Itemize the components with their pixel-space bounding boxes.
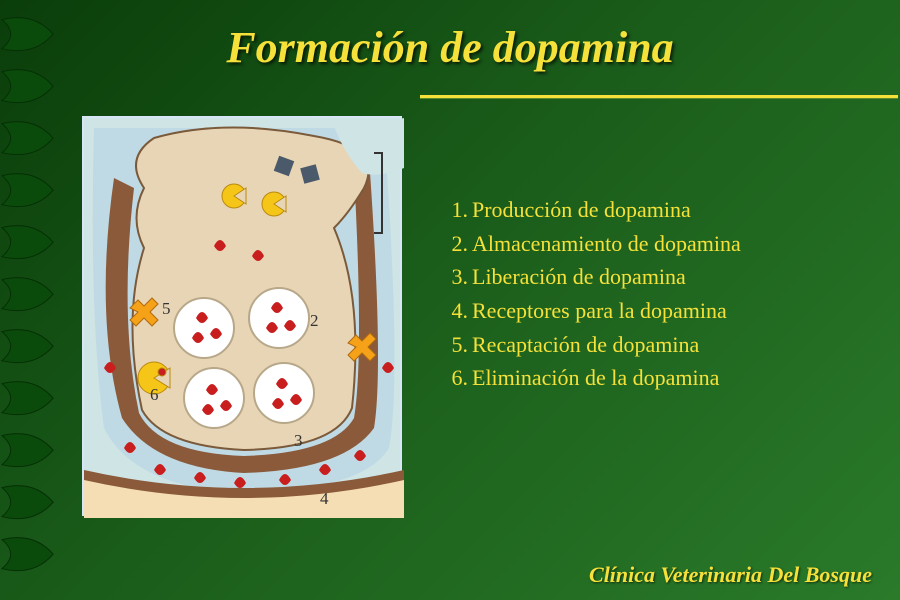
leaf-icon xyxy=(0,114,58,172)
list-text: Liberación de dopamina xyxy=(472,262,860,292)
leaf-icon xyxy=(0,530,58,588)
slide-title: Formación de dopamina xyxy=(0,22,900,73)
list-text: Receptores para la dopamina xyxy=(472,296,860,326)
list-item: 3. Liberación de dopamina xyxy=(440,262,860,292)
list-number: 6. xyxy=(440,363,472,393)
list-number: 5. xyxy=(440,330,472,360)
diagram-label-2: 2 xyxy=(310,311,319,330)
list-text: Almacenamiento de dopamina xyxy=(472,229,860,259)
legend-list: 1. Producción de dopamina 2. Almacenamie… xyxy=(440,195,860,397)
list-text: Recaptación de dopamina xyxy=(472,330,860,360)
leaf-icon xyxy=(0,322,58,380)
leaf-icon xyxy=(0,218,58,276)
list-item: 5. Recaptación de dopamina xyxy=(440,330,860,360)
diagram-label-3: 3 xyxy=(294,431,303,450)
diagram-label-4: 4 xyxy=(320,489,329,508)
footer-text: Clínica Veterinaria Del Bosque xyxy=(589,562,872,588)
leaf-icon xyxy=(0,166,58,224)
list-item: 1. Producción de dopamina xyxy=(440,195,860,225)
list-text: Producción de dopamina xyxy=(472,195,860,225)
list-item: 4. Receptores para la dopamina xyxy=(440,296,860,326)
list-number: 2. xyxy=(440,229,472,259)
list-number: 3. xyxy=(440,262,472,292)
leaf-icon xyxy=(0,426,58,484)
synapse-diagram: 2 3 4 5 6 xyxy=(82,116,402,516)
diagram-label-6: 6 xyxy=(150,385,159,404)
diagram-label-5: 5 xyxy=(162,299,171,318)
leaf-strip xyxy=(0,0,70,600)
list-number: 1. xyxy=(440,195,472,225)
title-divider xyxy=(420,95,898,99)
list-number: 4. xyxy=(440,296,472,326)
list-item: 2. Almacenamiento de dopamina xyxy=(440,229,860,259)
list-item: 6. Eliminación de la dopamina xyxy=(440,363,860,393)
list-text: Eliminación de la dopamina xyxy=(472,363,860,393)
leaf-icon xyxy=(0,270,58,328)
leaf-icon xyxy=(0,374,58,432)
leaf-icon xyxy=(0,478,58,536)
